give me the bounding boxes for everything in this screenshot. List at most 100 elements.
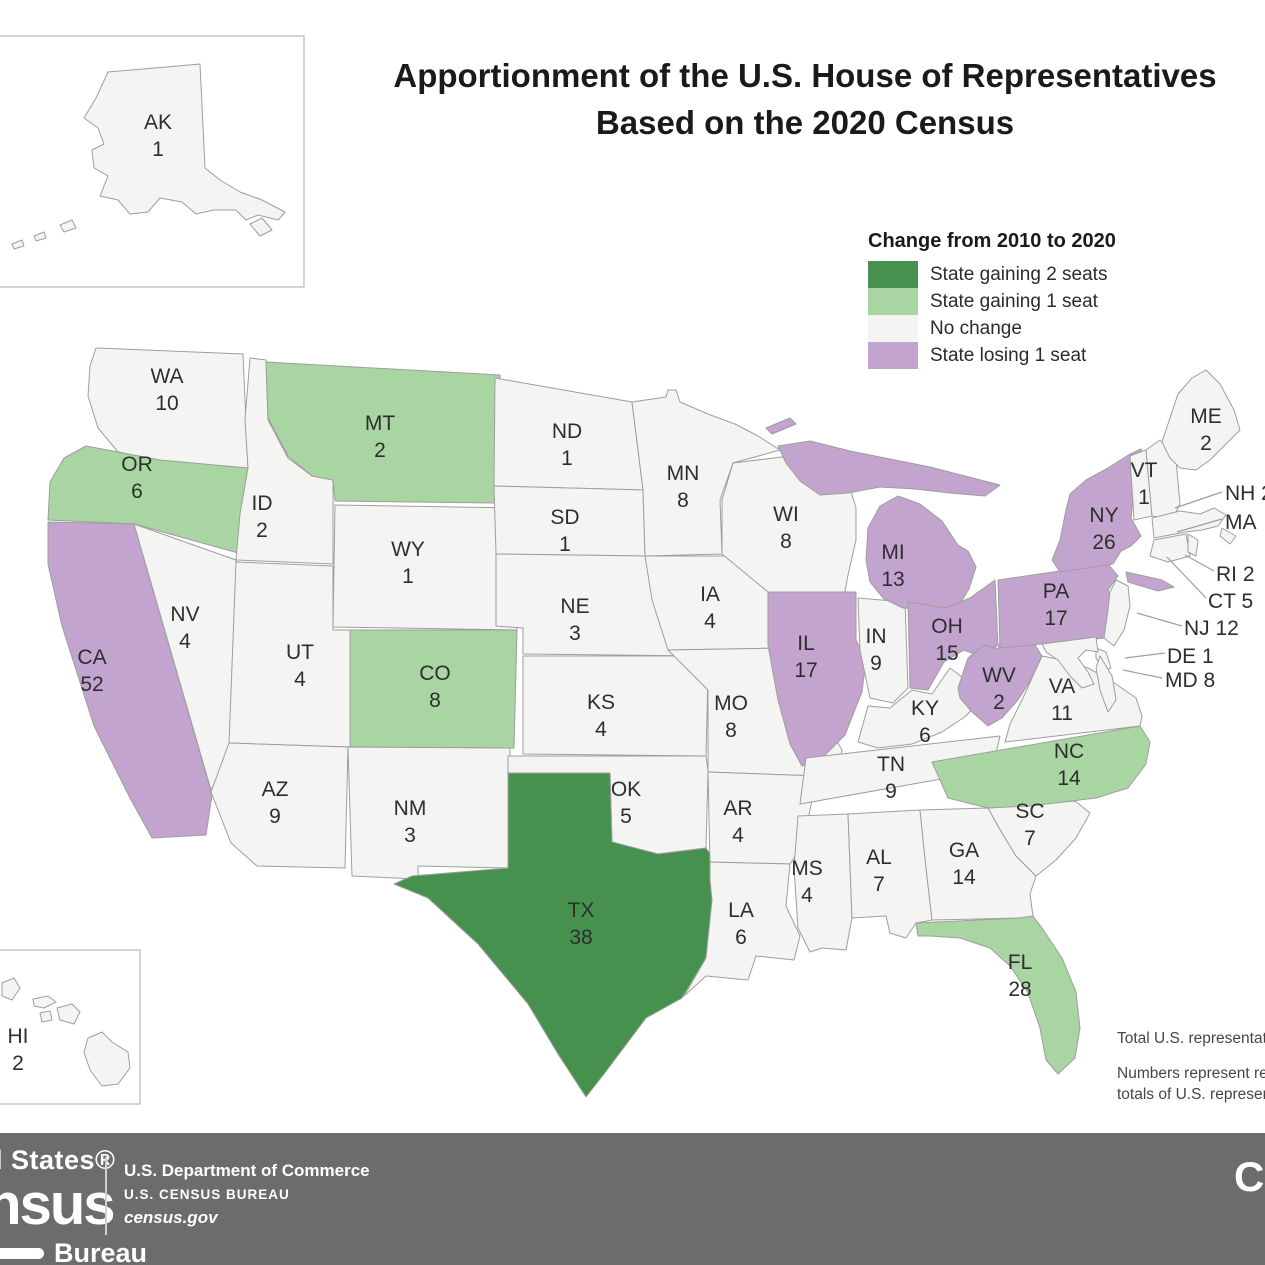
state-tx-shape xyxy=(393,772,715,1098)
footer-bar: United States® Census Bureau U.S. Depart… xyxy=(0,1133,1265,1265)
footer-census-gov-link[interactable]: census.gov xyxy=(124,1208,218,1227)
callout-ct: CT 5 xyxy=(1208,590,1254,613)
callout-nj: NJ 12 xyxy=(1184,617,1239,640)
label-nm: NM 3 xyxy=(393,797,427,847)
label-al: AL 7 xyxy=(866,846,892,896)
title-line-2: Based on the 2020 Census xyxy=(595,104,1015,141)
leader-line-nj xyxy=(1136,612,1183,627)
label-tn: TN 9 xyxy=(877,753,905,803)
state-ak-island-4 xyxy=(249,217,273,237)
state-ma-shape xyxy=(1151,507,1227,539)
label-mt: MT 2 xyxy=(364,412,396,462)
legend-label-gain1: State gaining 1 seat xyxy=(930,290,1098,312)
logo-bureau: Bureau xyxy=(54,1238,148,1265)
footer-divider xyxy=(105,1157,107,1235)
state-ri-shape xyxy=(1187,533,1199,557)
legend-swatch-gain1 xyxy=(868,288,918,315)
footer-department: U.S. Department of Commerce xyxy=(124,1161,370,1180)
label-nc: NC 14 xyxy=(1053,740,1085,790)
state-ma-cape-shape xyxy=(1219,527,1237,545)
legend-title: Change from 2010 to 2020 xyxy=(868,230,1116,252)
label-ut: UT 4 xyxy=(286,641,314,691)
logo-bar xyxy=(0,1248,44,1259)
label-hi: HI 2 xyxy=(7,1025,29,1075)
label-ny: NY 26 xyxy=(1089,504,1119,554)
label-la: LA 6 xyxy=(728,899,754,949)
label-sd: SD 1 xyxy=(550,506,580,556)
legend-item-gain2: State gaining 2 seats xyxy=(868,261,1116,288)
label-wy: WY 1 xyxy=(391,538,425,588)
note-total: Total U.S. representat xyxy=(1117,1030,1265,1047)
state-nc-shape xyxy=(931,725,1151,809)
label-ky: KY 6 xyxy=(910,697,940,747)
state-nm-shape xyxy=(347,746,511,880)
census-bureau-logo: United States® Census Bureau xyxy=(0,1147,147,1265)
legend-item-gain1: State gaining 1 seat xyxy=(868,288,1116,315)
footer-right-text: C xyxy=(1234,1153,1265,1200)
label-or: OR 6 xyxy=(121,453,153,503)
state-ak-shape xyxy=(83,63,286,221)
state-sc-shape xyxy=(987,800,1091,877)
callout-md: MD 8 xyxy=(1165,669,1216,692)
logo-united-states: United States® xyxy=(0,1145,116,1175)
legend-swatch-lose1 xyxy=(868,342,918,369)
state-ny-long-island-shape xyxy=(1125,571,1175,592)
label-ak: AK 1 xyxy=(143,111,173,161)
label-me: ME 2 xyxy=(1190,405,1222,455)
label-mn: MN 8 xyxy=(666,462,700,512)
label-mi: MI 13 xyxy=(881,541,905,591)
label-nv: NV 4 xyxy=(170,603,200,653)
chesapeake-peninsula-shape xyxy=(1095,655,1117,713)
state-co-shape xyxy=(349,629,518,749)
state-la-shape xyxy=(683,861,801,997)
label-nd: ND 1 xyxy=(551,420,583,470)
map-notes: Total U.S. representat Numbers represent… xyxy=(1117,1028,1265,1105)
label-tx: TX 38 xyxy=(567,899,595,949)
leader-line-de xyxy=(1124,652,1166,659)
state-hi-island-4 xyxy=(56,1003,81,1025)
state-md-shape xyxy=(1041,636,1099,689)
state-nj-shape xyxy=(1103,579,1131,647)
state-ak-island-1 xyxy=(59,219,77,233)
callout-nh: NH 2 xyxy=(1225,482,1265,505)
page-title: Apportionment of the U.S. House of Repre… xyxy=(350,52,1260,146)
label-ok: OK 5 xyxy=(610,778,642,828)
legend: Change from 2010 to 2020 State gaining 2… xyxy=(868,230,1116,369)
label-ia: IA 4 xyxy=(700,583,720,633)
label-id: ID 2 xyxy=(251,492,273,542)
state-hi-island-3 xyxy=(39,1010,53,1023)
alaska-inset-box xyxy=(0,35,305,288)
state-ks-shape xyxy=(522,655,709,757)
state-hi-island-1 xyxy=(1,977,21,1001)
state-hi-island-5 xyxy=(83,1031,131,1087)
state-ak-island-3 xyxy=(11,239,25,250)
hawaii-inset-box xyxy=(0,949,141,1105)
state-ak-island-2 xyxy=(33,231,47,242)
legend-item-lose1: State losing 1 seat xyxy=(868,342,1116,369)
label-oh: OH 15 xyxy=(931,615,963,665)
legend-label-lose1: State losing 1 seat xyxy=(930,344,1087,366)
label-wi: WI 8 xyxy=(773,503,799,553)
footer-text: U.S. Department of Commerce U.S. CENSUS … xyxy=(124,1161,370,1228)
footer-agency: U.S. CENSUS BUREAU xyxy=(124,1187,290,1202)
label-ga: GA 14 xyxy=(948,839,980,889)
state-il-shape xyxy=(767,591,867,767)
legend-item-none: No change xyxy=(868,315,1116,342)
legend-swatch-none xyxy=(868,315,918,342)
state-mi-upper-shape xyxy=(777,440,1001,497)
label-vt: VT 1 xyxy=(1130,459,1158,509)
label-va: VA 11 xyxy=(1048,675,1076,725)
label-ne: NE 3 xyxy=(560,595,590,645)
callout-ma: MA xyxy=(1225,511,1257,534)
logo-bureau-row: Bureau xyxy=(0,1240,147,1265)
legend-swatch-gain2 xyxy=(868,261,918,288)
state-or-shape xyxy=(47,445,250,557)
logo-census: Census xyxy=(0,1172,116,1237)
label-ar: AR 4 xyxy=(723,797,753,847)
label-in: IN 9 xyxy=(865,625,887,675)
state-ct-shape xyxy=(1149,533,1191,563)
label-ms: MS 4 xyxy=(791,857,823,907)
callout-ri: RI 2 xyxy=(1216,563,1255,586)
leader-line-md xyxy=(1122,669,1163,679)
